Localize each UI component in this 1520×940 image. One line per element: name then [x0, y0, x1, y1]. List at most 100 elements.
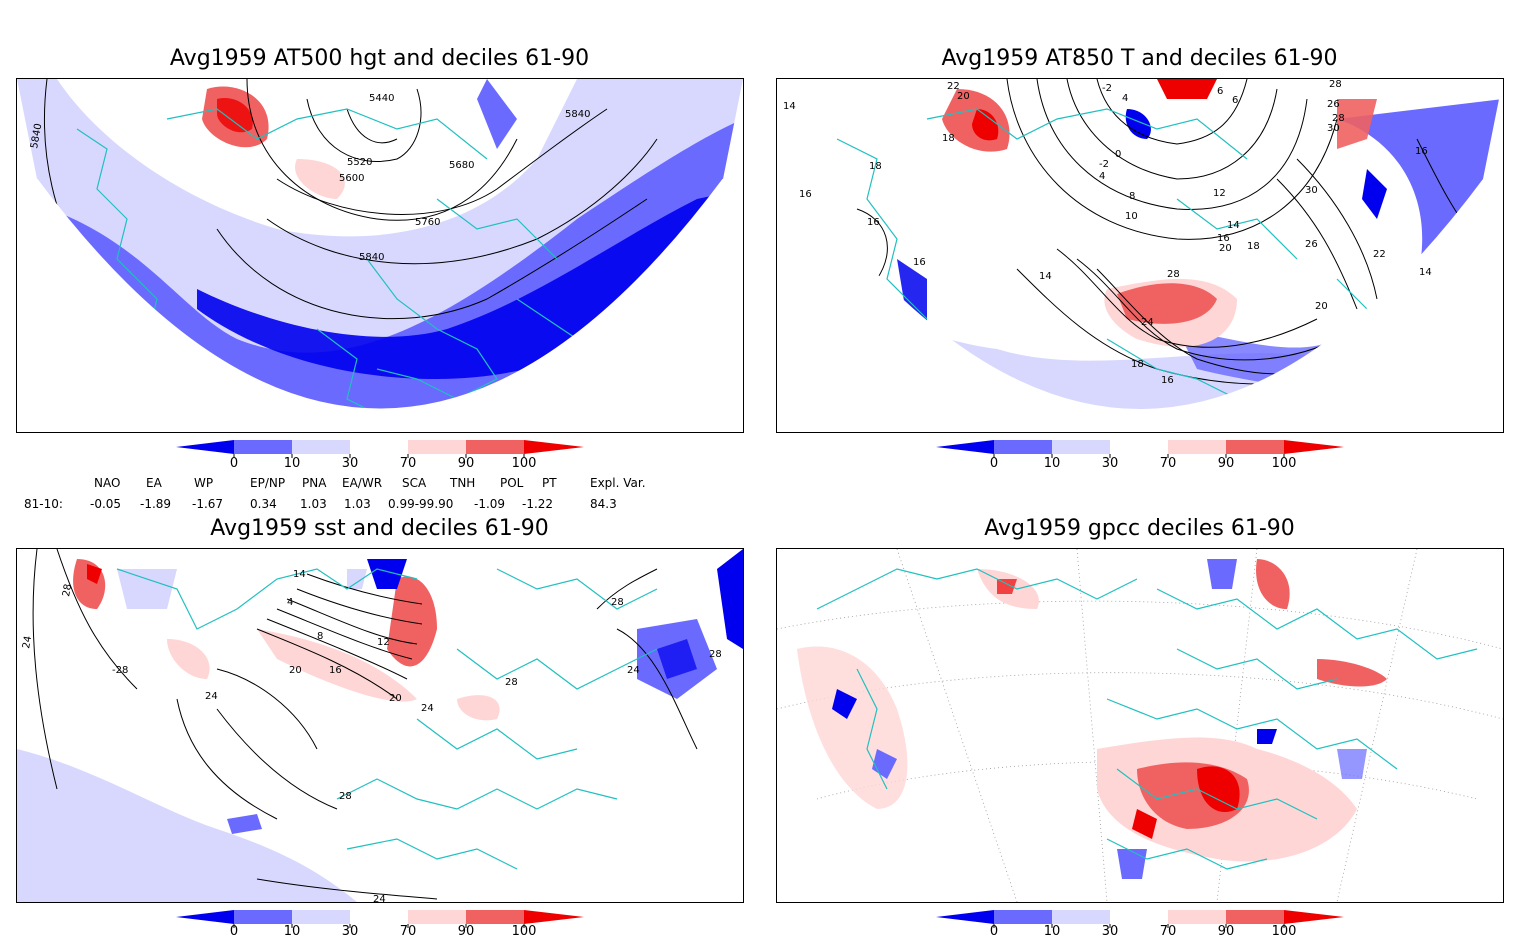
colorbar-segment: [292, 440, 350, 454]
colorbar-label: 70: [399, 924, 417, 939]
contour-label: 24: [205, 691, 218, 702]
colorbar-swatches: [936, 910, 1344, 928]
colorbar-segment: [1110, 910, 1168, 924]
contour-label: 4: [287, 597, 293, 608]
contour-label: 24: [373, 894, 386, 902]
colorbar-segment: [936, 440, 994, 454]
index-header: TNH: [450, 476, 476, 490]
contour-label: 20: [389, 693, 402, 704]
colorbar-label: 10: [283, 924, 301, 939]
colorbar-label: 70: [1159, 456, 1177, 471]
colorbar-segment: [1284, 910, 1344, 924]
index-value: -1.22: [522, 497, 554, 511]
index-header: EA: [146, 476, 162, 490]
contour-label: 28: [1332, 113, 1345, 124]
contour-label: 24: [1141, 317, 1154, 328]
colorbar-segment: [994, 910, 1052, 924]
contour-label: 18: [942, 133, 955, 144]
contour-label: 22: [947, 81, 960, 92]
contour-label: 8: [1129, 191, 1135, 202]
map-panel-at850: 14 22 20 -2 4 6 6 28 26 18 0 -2 28 30 16…: [776, 78, 1504, 433]
contour-label: 16: [799, 189, 812, 200]
colorbar-segment: [994, 440, 1052, 454]
colorbar-label: 90: [457, 456, 475, 471]
colorbar-segment: [408, 440, 466, 454]
map-panel-gpcc: [776, 548, 1504, 903]
index-header: EP/NP: [250, 476, 286, 490]
colorbar-segment: [466, 910, 524, 924]
index-header: EA/WR: [342, 476, 383, 490]
colorbar-segment: [1052, 440, 1110, 454]
contour-label: 14: [293, 569, 306, 580]
contour-label: 18: [1131, 359, 1144, 370]
index-header: PNA: [302, 476, 327, 490]
colorbar-gpcc: 0 10 30 70 90 100: [936, 910, 1346, 940]
contour-label: 30: [1327, 123, 1340, 134]
index-value: 0.99-99.90: [388, 497, 454, 511]
contour-label: 26: [1327, 99, 1340, 110]
colorbar-swatches: [176, 440, 584, 458]
contour-label: 18: [869, 161, 882, 172]
index-header: POL: [500, 476, 524, 490]
colorbar-label: 30: [341, 924, 359, 939]
index-row-label: 81-10:: [24, 497, 63, 511]
colorbar-segment: [936, 910, 994, 924]
contour-label: 14: [783, 101, 796, 112]
colorbar-sst: 0 10 30 70 90 100: [176, 910, 586, 940]
contour-label: 24: [421, 703, 434, 714]
contour-label: 5600: [339, 173, 364, 184]
contour-label: 14: [1227, 220, 1240, 231]
contour-label: 6: [1217, 86, 1223, 97]
colorbar-label: 90: [457, 924, 475, 939]
contour-label: 4: [1099, 171, 1105, 182]
colorbar-segment: [1168, 440, 1226, 454]
colorbar-label: 70: [1159, 924, 1177, 939]
contour-label: 10: [1125, 211, 1138, 222]
contour-label: 22: [1373, 249, 1386, 260]
contour-label: 14: [1039, 271, 1052, 282]
contour-label: 28: [709, 649, 722, 660]
map-at500: 5840 5440 5840 5520 5680 5600 5760 5840: [17, 79, 743, 410]
contour-label: 28: [61, 583, 74, 597]
contour-label: -2: [1099, 159, 1109, 170]
colorbar-segment: [1226, 910, 1284, 924]
contour-label: 16: [1217, 233, 1230, 244]
colorbar-at850: 0 10 30 70 90 100: [936, 440, 1346, 480]
contour-label: 28: [1167, 269, 1180, 280]
colorbar-label: 10: [283, 456, 301, 471]
index-header: SCA: [402, 476, 427, 490]
colorbar-segment: [1284, 440, 1344, 454]
colorbar-label: 100: [511, 456, 537, 471]
colorbar-label: 70: [399, 456, 417, 471]
contour-label: 4: [1122, 93, 1128, 104]
index-value: -0.05: [90, 497, 122, 511]
contour-label: 20: [1315, 301, 1328, 312]
panel-title-sst: Avg1959 sst and deciles 61-90: [210, 516, 549, 541]
map-at850: 14 22 20 -2 4 6 6 28 26 18 0 -2 28 30 16…: [777, 79, 1503, 409]
colorbar-label: 100: [511, 924, 537, 939]
contour-label: 5840: [29, 123, 44, 150]
colorbar-segment: [1226, 440, 1284, 454]
index-header: NAO: [94, 476, 121, 490]
contour-label: 16: [1415, 146, 1428, 157]
contour-label: 5840: [359, 252, 384, 263]
colorbar-segment: [408, 910, 466, 924]
contour-label: 20: [957, 91, 970, 102]
colorbar-label: 30: [1101, 924, 1119, 939]
panel-title-gpcc: Avg1959 gpcc deciles 61-90: [984, 516, 1295, 541]
colorbar-segment: [292, 910, 350, 924]
colorbar-segment: [1110, 440, 1168, 454]
index-value: -1.89: [140, 497, 172, 511]
contour-label: 16: [329, 665, 342, 676]
map-panel-at500: 5840 5440 5840 5520 5680 5600 5760 5840: [16, 78, 744, 433]
index-value: -1.09: [474, 497, 506, 511]
index-value: 0.34: [250, 497, 277, 511]
colorbar-label: 30: [1101, 456, 1119, 471]
panel-title-at850: Avg1959 AT850 T and deciles 61-90: [941, 46, 1338, 71]
index-value: 1.03: [344, 497, 371, 511]
contour-label: 12: [1213, 188, 1226, 199]
contour-label: 24: [627, 665, 640, 676]
contour-label: 5840: [565, 109, 590, 120]
contour-label: 24: [21, 635, 34, 649]
index-header: PT: [542, 476, 557, 490]
